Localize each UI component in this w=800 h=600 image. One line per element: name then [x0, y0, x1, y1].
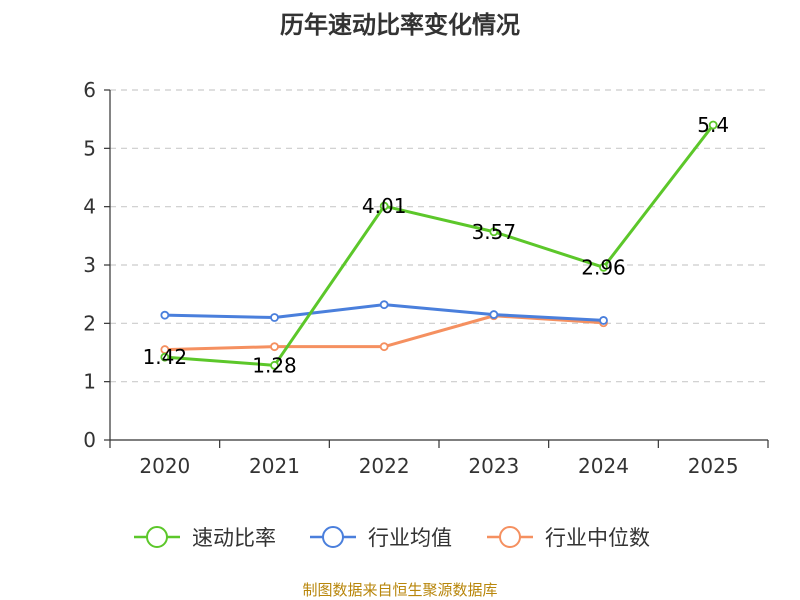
legend-label: 速动比率: [192, 526, 276, 550]
legend-item-1[interactable]: 行业均值: [310, 526, 452, 550]
data-point[interactable]: [489, 227, 499, 237]
x-tick-label-2020: 2020: [139, 454, 190, 478]
data-point[interactable]: [379, 342, 389, 352]
x-tick-label-2022: 2022: [359, 454, 410, 478]
data-label: 3.57: [472, 220, 517, 244]
legend-marker: [146, 526, 168, 548]
data-point[interactable]: [599, 262, 608, 272]
axes: 0 1 2 3 4 5 6 2020 2021 2022 2023 2024 2025: [83, 78, 769, 478]
data-point[interactable]: [379, 300, 389, 310]
legend-label: 行业均值: [368, 526, 452, 550]
data-point[interactable]: [270, 313, 279, 322]
data-label: 2.96: [581, 255, 626, 279]
grid-lines: [110, 89, 768, 383]
x-tick-label-2021: 2021: [249, 454, 300, 478]
source-note: 制图数据来自恒生聚源数据库: [302, 581, 497, 599]
y-tick-label: 5: [83, 136, 96, 160]
data-label: 1.42: [143, 345, 188, 369]
data-label: 4.01: [362, 194, 407, 218]
y-tick-label: 6: [83, 78, 96, 102]
data-point[interactable]: [270, 360, 279, 370]
chart-title: 历年速动比率变化情况: [280, 11, 520, 39]
series-group: [160, 120, 718, 370]
data-point[interactable]: [160, 352, 170, 362]
data-labels: 1.42 1.28 4.01 3.57 2.96 5.4: [143, 113, 730, 377]
series-line-0: [164, 124, 715, 367]
x-tick-label-2025: 2025: [688, 454, 739, 478]
legend-label: 行业中位数: [545, 526, 650, 550]
data-point[interactable]: [708, 120, 718, 130]
data-label: 5.4: [697, 113, 729, 137]
x-tick-label-2023: 2023: [468, 454, 519, 478]
legend-marker: [499, 526, 521, 548]
y-tick-label: 0: [83, 428, 96, 452]
data-point[interactable]: [379, 201, 389, 211]
data-point[interactable]: [270, 342, 279, 352]
data-point[interactable]: [599, 316, 608, 325]
data-point[interactable]: [160, 310, 170, 320]
y-tick-label: 4: [83, 195, 96, 219]
legend-item-2[interactable]: 行业中位数: [487, 526, 650, 550]
y-tick-label: 2: [83, 311, 96, 335]
data-point[interactable]: [489, 310, 499, 319]
legend-item-0[interactable]: 速动比率: [134, 526, 276, 550]
y-tick-label: 1: [83, 370, 96, 394]
data-label: 1.28: [252, 353, 297, 377]
legend-marker: [322, 526, 344, 548]
legend[interactable]: 速动比率 行业均值 行业中位数: [134, 526, 650, 550]
x-tick-label-2024: 2024: [578, 454, 629, 478]
y-tick-label: 3: [83, 253, 96, 277]
